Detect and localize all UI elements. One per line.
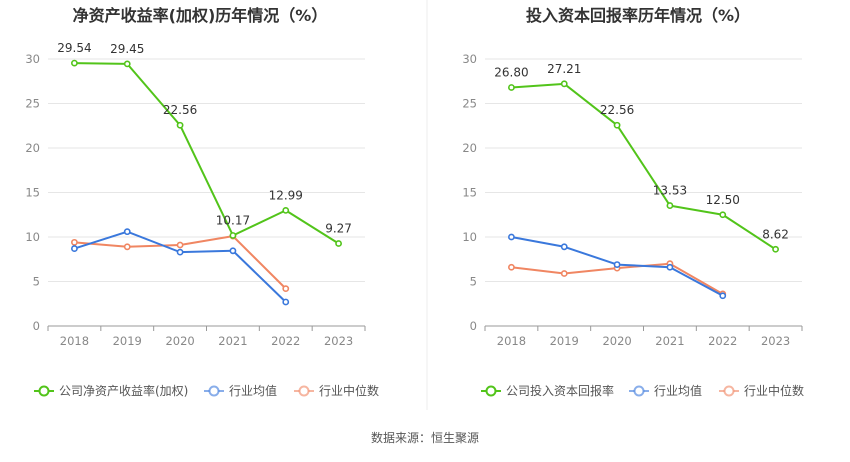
data-point — [229, 232, 237, 239]
y-tick-label: 20 — [25, 141, 40, 155]
data-label: 22.56 — [163, 103, 197, 117]
y-tick-label: 30 — [25, 52, 40, 66]
legend-marker — [298, 385, 310, 397]
data-point — [282, 285, 290, 293]
data-point — [335, 240, 342, 247]
chart-2-plot: 0 5 10 15 20 25 30 2018 2019 2020 2021 2022 2023 26.8… — [462, 52, 803, 348]
chart-1-legend: 公司净资产收益率(加权) 行业均值 行业中位数 — [34, 383, 379, 398]
data-point — [71, 59, 78, 67]
data-point — [176, 241, 184, 249]
data-point — [772, 245, 779, 253]
x-tick-label: 2018 — [60, 334, 89, 348]
y-tick-label: 15 — [25, 186, 40, 200]
data-label: 27.21 — [547, 62, 581, 76]
legend-marker — [633, 385, 645, 397]
data-point — [71, 245, 78, 252]
x-tick-label: 2018 — [497, 334, 526, 348]
data-point — [282, 298, 290, 306]
series-line — [74, 62, 340, 245]
legend-label: 行业均值 — [654, 383, 702, 398]
y-tick-label: 5 — [470, 275, 477, 289]
data-point — [123, 243, 131, 251]
data-point — [560, 80, 568, 88]
x-tick-label: 2019 — [113, 334, 142, 348]
series-line — [511, 82, 777, 251]
source-note: 数据来源：恒生聚源 — [371, 430, 479, 445]
data-label: 13.53 — [653, 184, 687, 198]
legend-label: 公司投入资本回报率 — [506, 383, 614, 398]
y-tick-label: 25 — [462, 97, 477, 111]
y-tick-label: 0 — [33, 319, 40, 333]
data-point — [508, 263, 515, 271]
legend-marker — [208, 385, 220, 397]
data-point — [71, 238, 78, 246]
chart-1-title: 净资产收益率(加权)历年情况（%） — [73, 6, 328, 25]
data-point — [719, 292, 727, 300]
data-label: 26.80 — [494, 65, 528, 79]
legend-label: 行业中位数 — [319, 383, 379, 398]
data-point — [666, 263, 674, 271]
chart-2-title: 投入资本回报率历年情况（%） — [526, 6, 750, 25]
x-tick-label: 2022 — [271, 334, 300, 348]
legend-marker — [38, 385, 50, 397]
data-point — [282, 206, 290, 214]
chart-2-legend: 公司投入资本回报率 行业均值 行业中位数 — [481, 383, 804, 398]
data-label: 10.17 — [216, 213, 250, 227]
data-point — [613, 261, 621, 268]
chart-1-plot: 0 5 10 15 20 25 30 2018 2019 2020 2021 2022 2023 29.5… — [25, 41, 366, 348]
data-point — [123, 228, 131, 236]
data-label: 12.99 — [269, 188, 303, 202]
data-label: 29.54 — [57, 41, 91, 55]
y-tick-label: 0 — [470, 319, 477, 333]
data-point — [229, 247, 237, 255]
x-tick-label: 2023 — [761, 334, 790, 348]
data-point — [613, 121, 621, 129]
legend-marker — [485, 385, 497, 397]
data-point — [508, 233, 515, 241]
legend-label: 行业均值 — [229, 383, 277, 398]
x-tick-label: 2020 — [165, 334, 194, 348]
x-tick-label: 2019 — [550, 334, 579, 348]
x-tick-label: 2021 — [655, 334, 684, 348]
data-label: 29.45 — [110, 42, 144, 56]
legend-label: 公司净资产收益率(加权) — [59, 383, 188, 398]
data-point — [666, 202, 674, 209]
data-label: 9.27 — [325, 221, 352, 235]
data-label: 22.56 — [600, 103, 634, 117]
data-point — [123, 60, 131, 68]
x-tick-label: 2022 — [708, 334, 737, 348]
y-tick-label: 10 — [462, 230, 477, 244]
data-point — [176, 121, 184, 129]
y-tick-label: 25 — [25, 97, 40, 111]
data-label: 8.62 — [762, 227, 789, 241]
legend-label: 行业中位数 — [744, 383, 804, 398]
y-tick-label: 30 — [462, 52, 477, 66]
data-label: 12.50 — [706, 193, 740, 207]
y-tick-label: 20 — [462, 141, 477, 155]
data-point — [176, 248, 184, 256]
y-tick-label: 15 — [462, 186, 477, 200]
legend-marker — [723, 385, 735, 397]
data-point — [560, 270, 568, 277]
y-tick-label: 10 — [25, 230, 40, 244]
x-tick-label: 2020 — [602, 334, 631, 348]
x-tick-label: 2021 — [218, 334, 247, 348]
data-point — [560, 243, 568, 251]
data-point — [719, 211, 727, 219]
y-tick-label: 5 — [33, 275, 40, 289]
x-tick-label: 2023 — [324, 334, 353, 348]
data-point — [508, 84, 515, 91]
